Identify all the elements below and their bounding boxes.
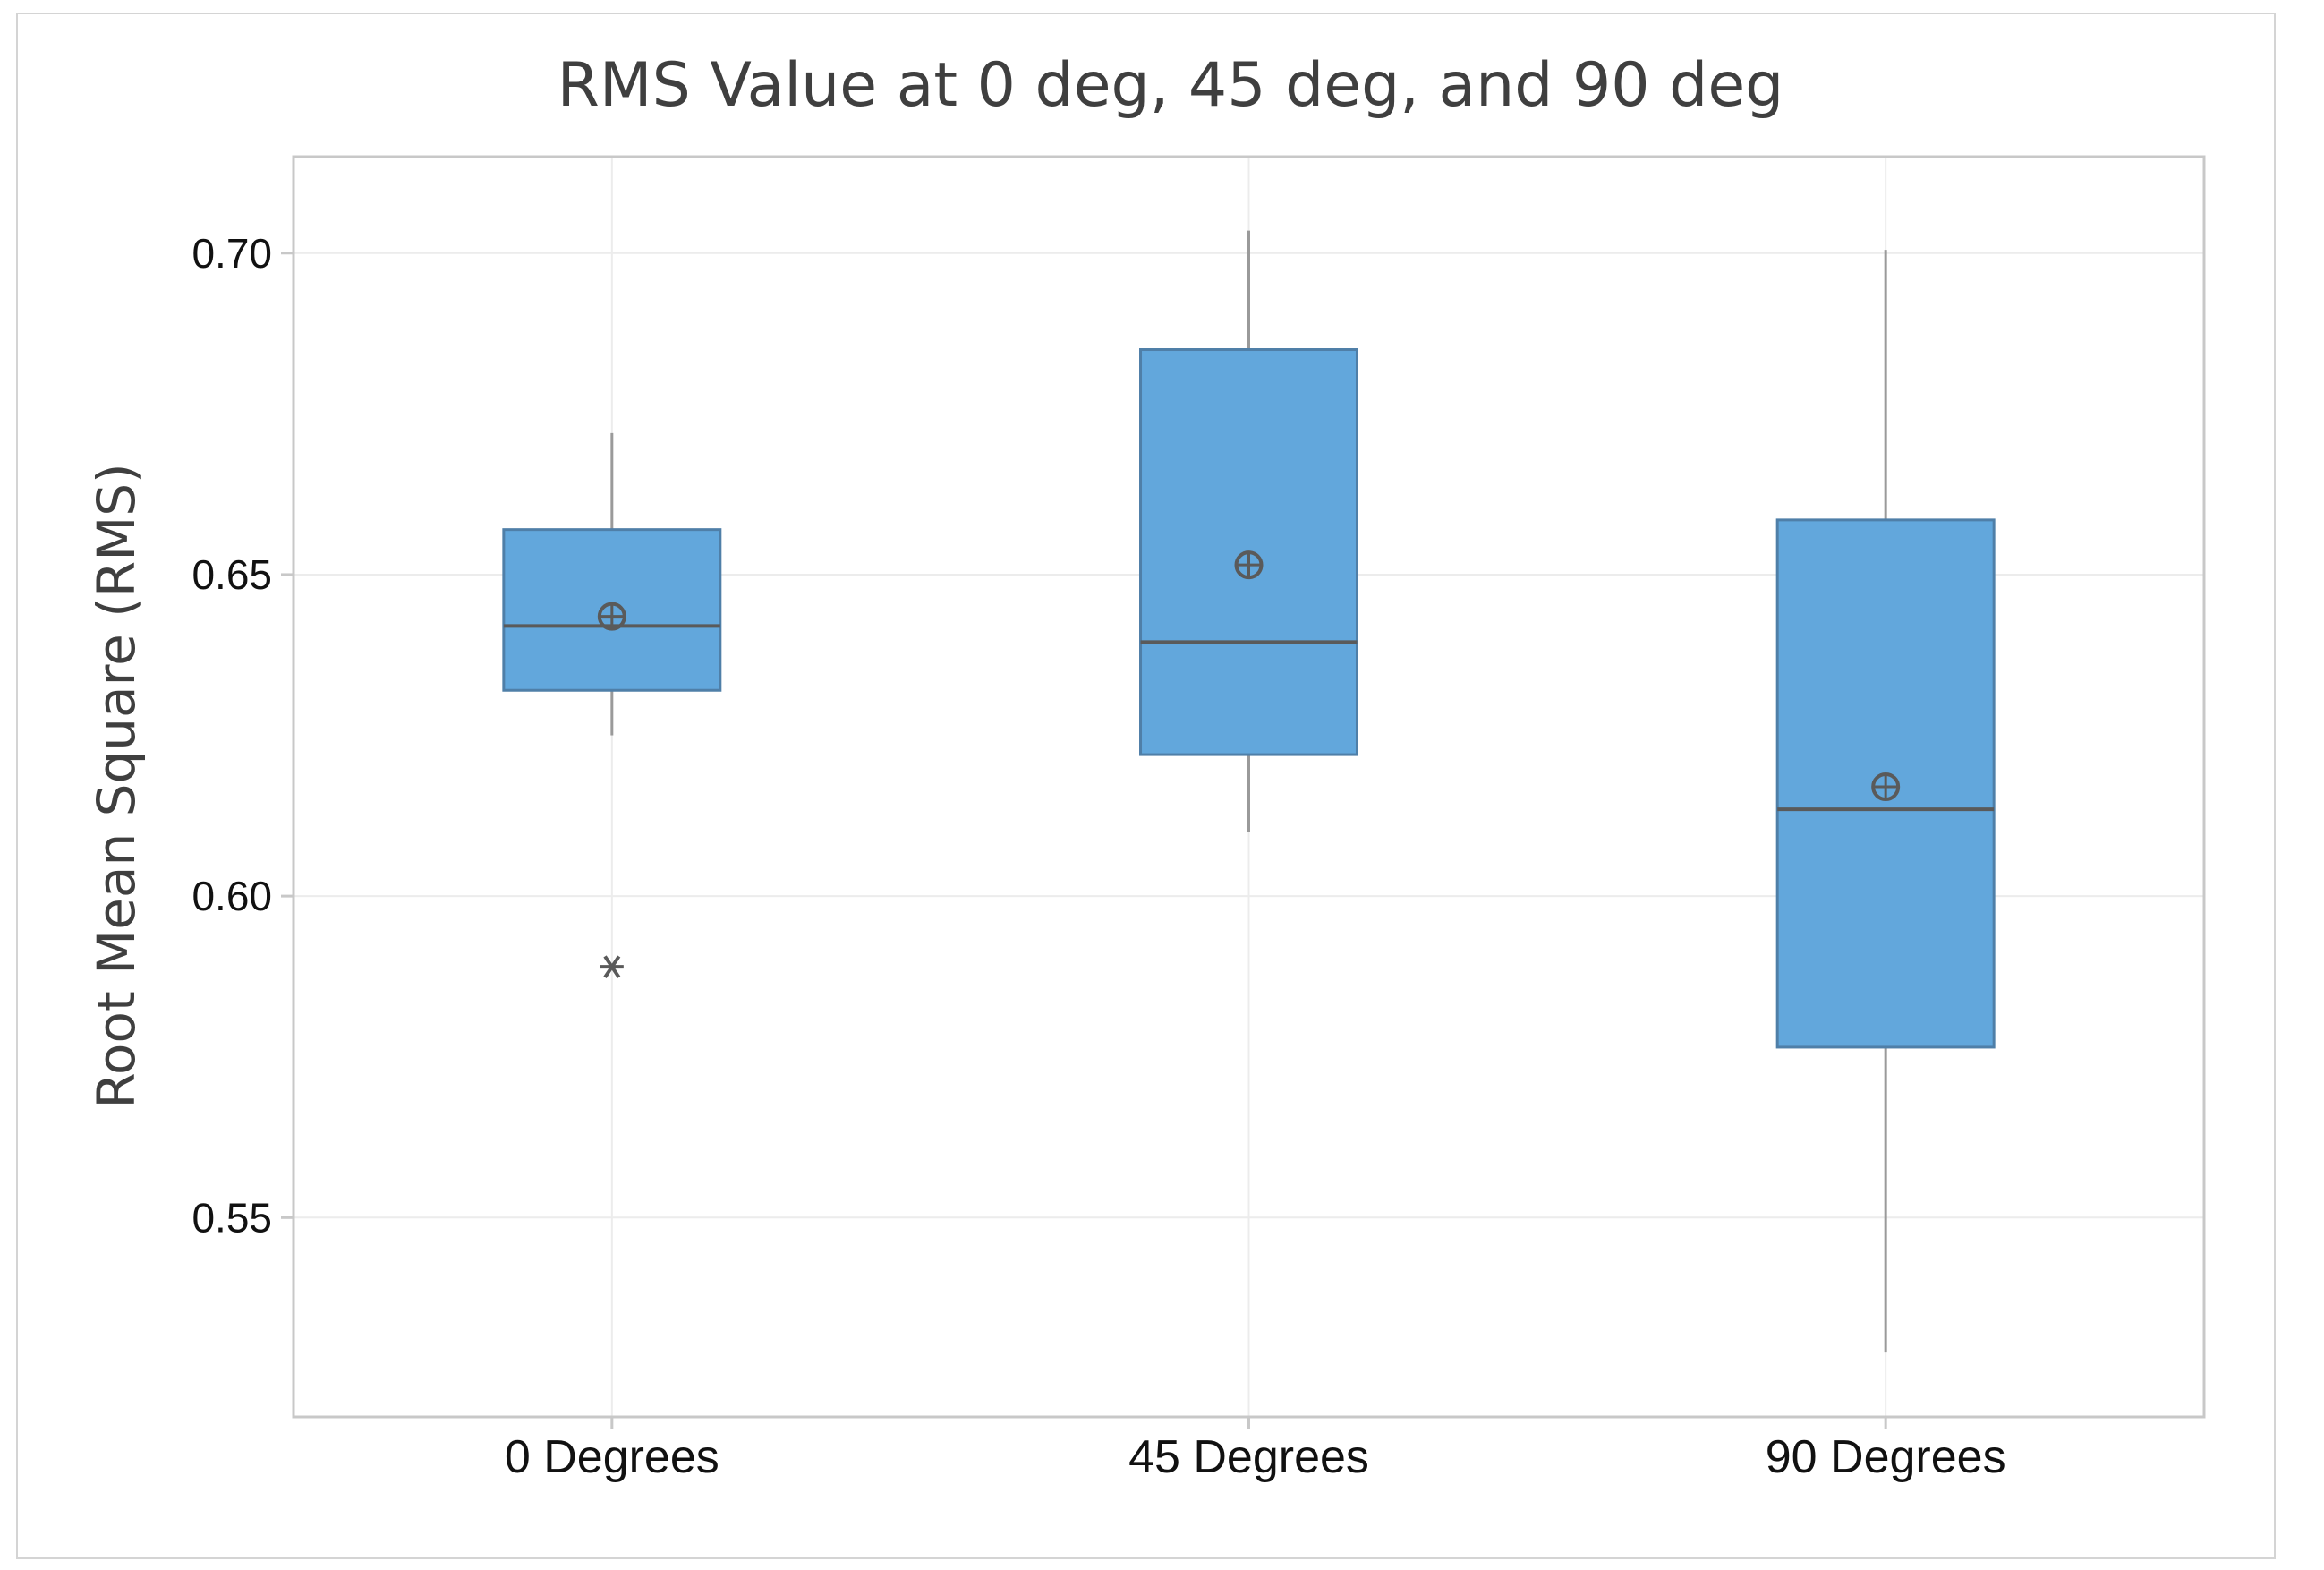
y-tick-labels: 0.55 0.60 0.65 0.70 (192, 230, 272, 1241)
outlier-marker (600, 955, 624, 978)
box-group-90-degrees (1775, 250, 1996, 1353)
box-group-45-degrees (1139, 230, 1358, 832)
plot-area (292, 155, 2206, 1419)
y-axis-label: Root Mean Square (RMS) (86, 463, 147, 1108)
x-tick-label: 45 Degrees (1128, 1431, 1369, 1483)
box-layer (502, 230, 1996, 1353)
y-tick-label: 0.70 (192, 230, 272, 277)
x-tick-label: 90 Degrees (1766, 1431, 2006, 1483)
outlier-stroke (603, 955, 621, 978)
y-tick-label: 0.65 (192, 551, 272, 598)
box-group-0-degrees (502, 432, 722, 978)
x-tick-labels: 0 Degrees 45 Degrees 90 Degrees (505, 1431, 2006, 1483)
y-tick-label: 0.55 (192, 1194, 272, 1241)
y-tick-label: 0.60 (192, 873, 272, 919)
x-tick-label: 0 Degrees (505, 1431, 719, 1483)
chart-title: RMS Value at 0 deg, 45 deg, and 90 deg (558, 50, 1784, 121)
